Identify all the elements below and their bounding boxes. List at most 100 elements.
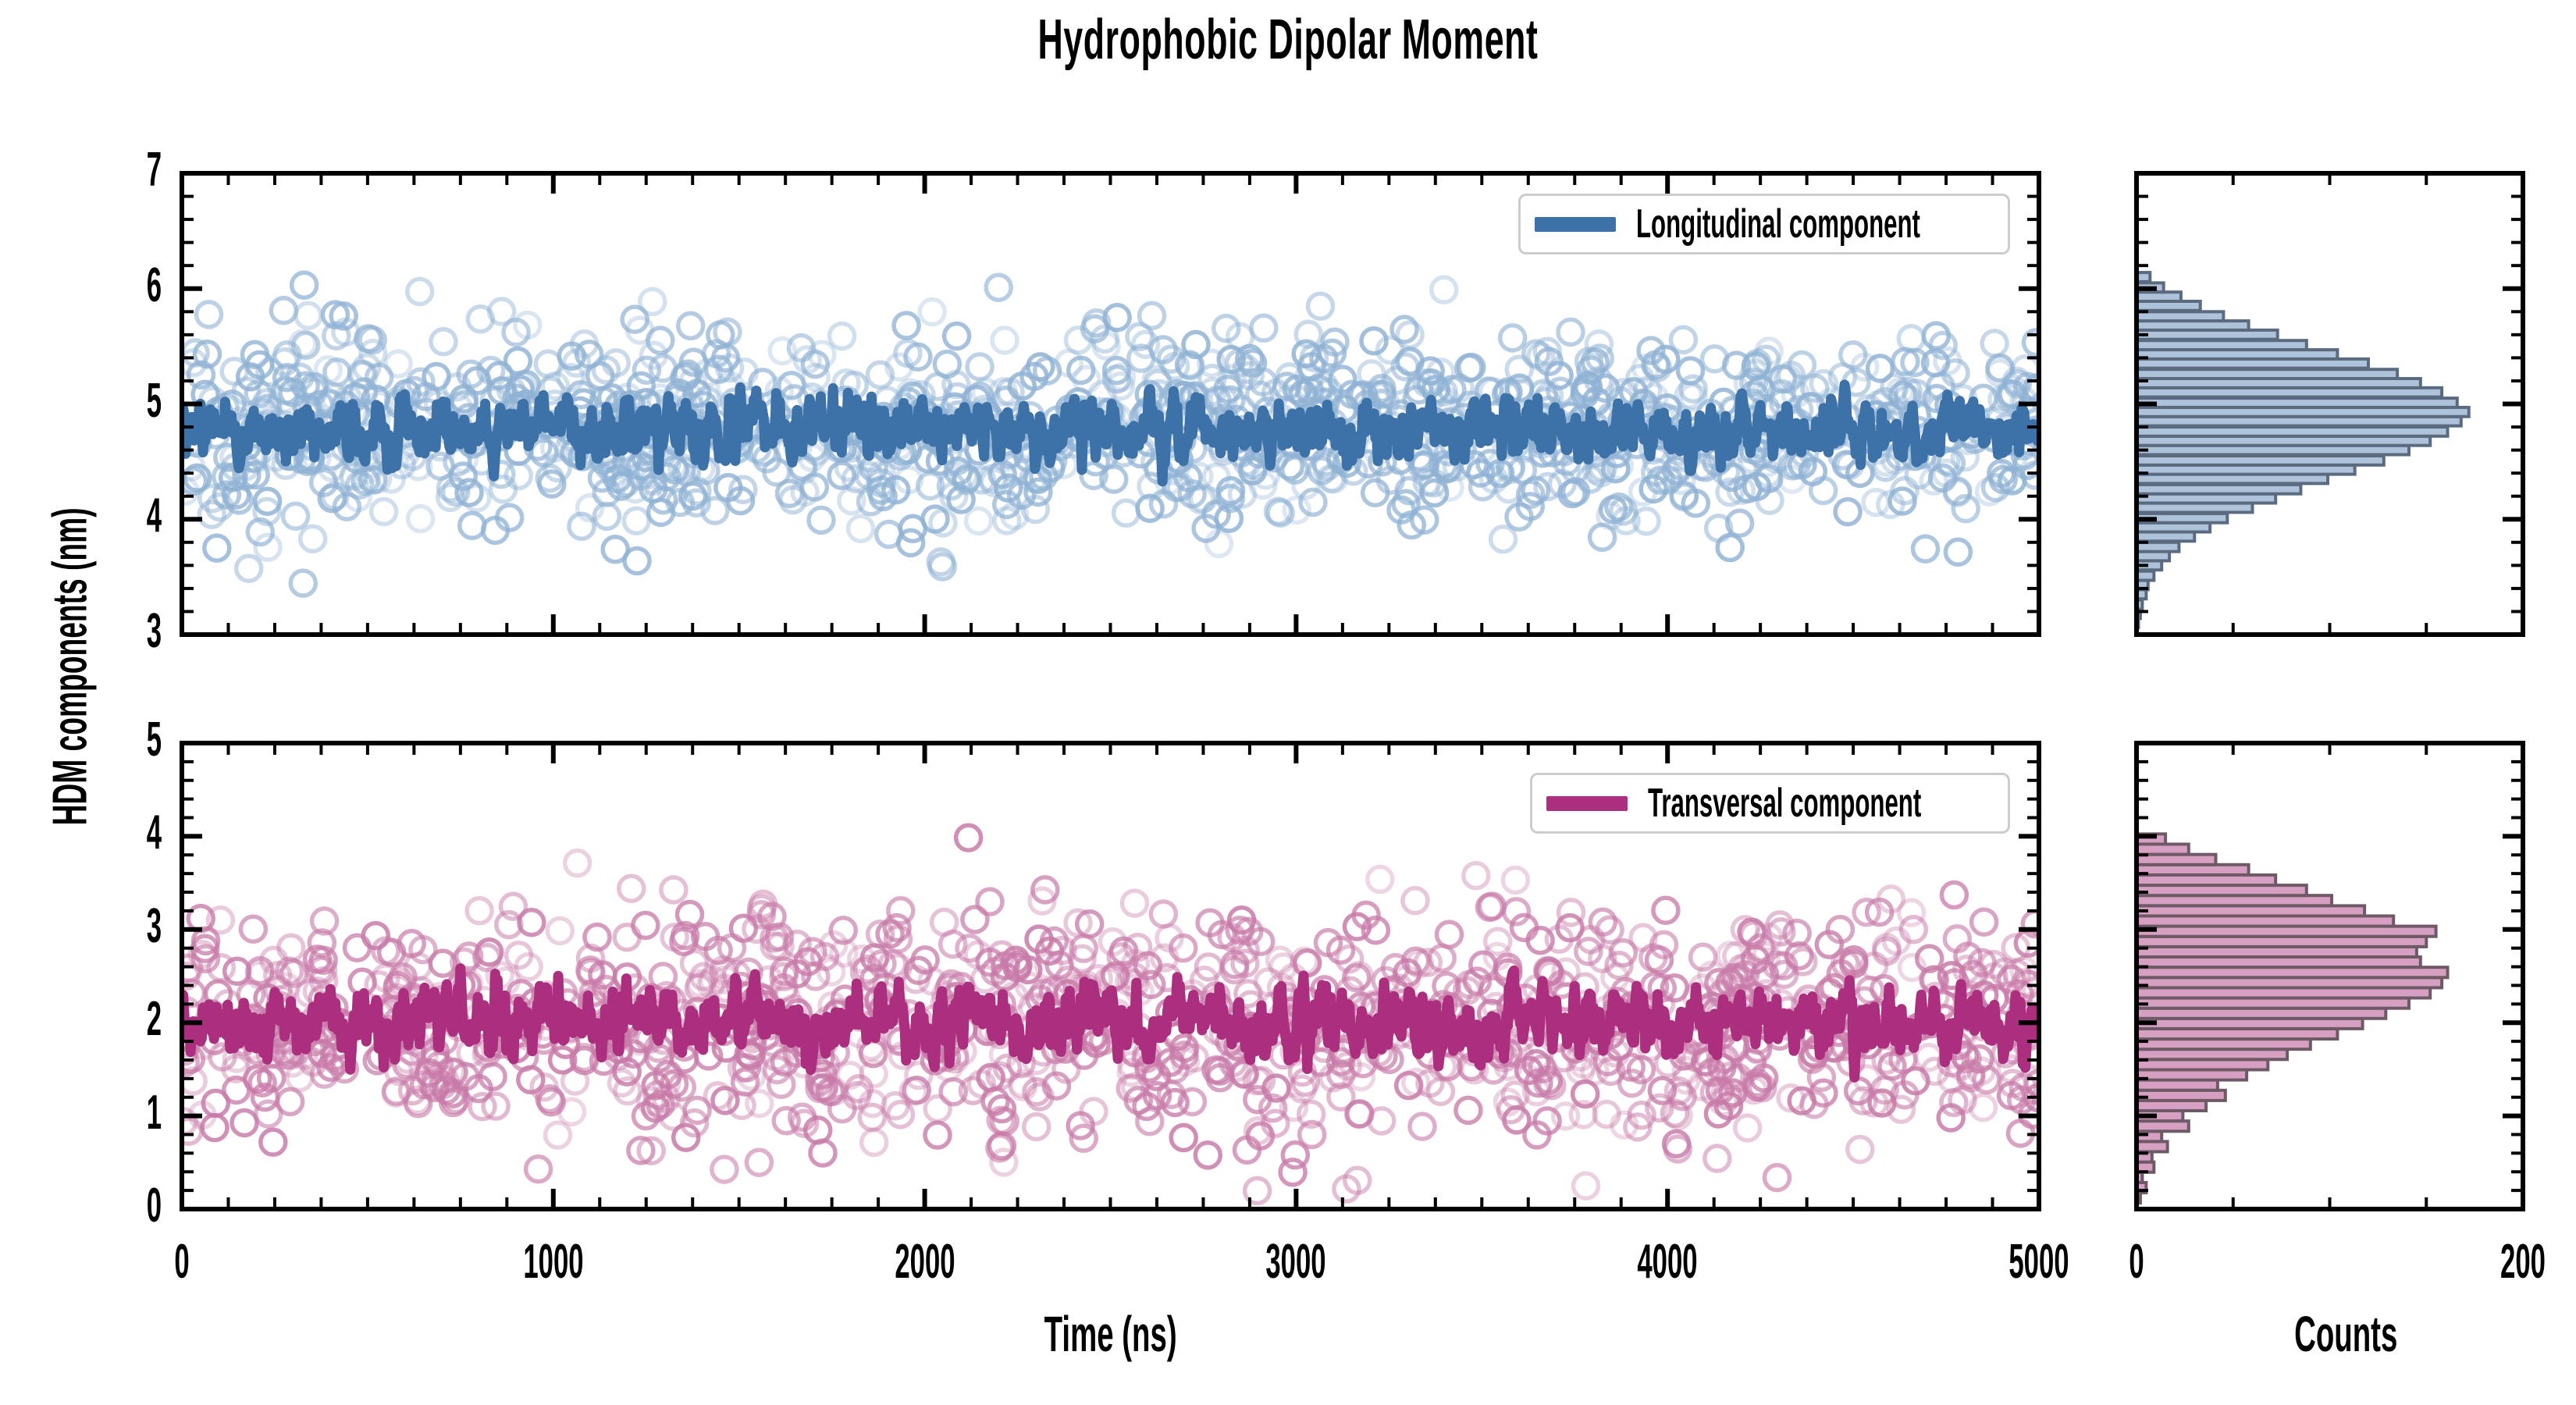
scatter-point	[1087, 379, 1117, 410]
scatter-point	[1715, 1062, 1745, 1091]
scatter-point	[1098, 927, 1128, 957]
scatter-point	[194, 300, 224, 329]
scatter-point	[457, 510, 487, 540]
scatter-point	[1482, 927, 1513, 956]
scatter-point	[1767, 364, 1798, 394]
scatter-point	[646, 1090, 675, 1119]
scatter-point	[881, 475, 911, 505]
scatter-point	[700, 496, 730, 525]
scatter-point	[1429, 377, 1458, 407]
scatter-point	[1189, 966, 1219, 995]
scatter-point	[1120, 948, 1151, 979]
scatter-point	[182, 348, 208, 378]
scatter-point	[885, 1100, 916, 1129]
scatter-point	[744, 1147, 774, 1177]
scatter-point	[1415, 1068, 1445, 1098]
scatter-point	[1550, 1101, 1581, 1131]
scatter-point	[952, 464, 982, 493]
scatter-point	[793, 947, 823, 976]
scatter-point	[1360, 478, 1390, 508]
scatter-point	[1226, 905, 1257, 935]
scatter-point	[622, 546, 652, 576]
scatter-point	[1663, 1101, 1693, 1131]
scatter-point	[1544, 924, 1574, 954]
scatter-point	[182, 466, 208, 496]
scatter-point	[1393, 1070, 1424, 1101]
scatter-point	[859, 1127, 889, 1158]
scatter-point	[1825, 914, 1856, 944]
scatter-point	[1675, 356, 1706, 386]
scatter-point	[1504, 354, 1534, 384]
histogram-bar	[2137, 852, 2218, 866]
scatter-point	[1996, 964, 2026, 994]
scatter-point	[1877, 1051, 1907, 1081]
scatter-point	[1280, 1140, 1311, 1170]
scatter-point	[1029, 461, 1059, 491]
scatter-point	[1265, 945, 1295, 975]
scatter-point	[1500, 1080, 1530, 1110]
scatter-point	[233, 553, 264, 583]
histogram-bar	[2137, 397, 2459, 409]
scatter-point	[182, 476, 200, 506]
scatter-point	[1950, 443, 1980, 472]
scatter-point	[856, 486, 886, 517]
scatter-point	[1232, 1135, 1262, 1165]
scatter-point	[955, 934, 984, 963]
scatter-point	[1413, 948, 1443, 977]
scatter-point	[1727, 953, 1757, 984]
scatter-point	[1278, 1158, 1308, 1187]
scatter-point	[1217, 364, 1247, 393]
scatter-point	[1488, 525, 1518, 554]
histogram-bar	[2137, 339, 2308, 352]
scatter-point	[882, 912, 912, 943]
scatter-point	[269, 296, 299, 325]
scatter-point	[331, 461, 361, 490]
histogram-longitudinal	[2137, 271, 2471, 630]
scatter-point	[1551, 957, 1581, 987]
scatter-point	[600, 535, 630, 564]
scatter-point	[1667, 1082, 1697, 1112]
scatter-point	[1258, 1093, 1288, 1123]
scatter-point	[258, 1127, 288, 1157]
y-tick-label-transversal: 4	[146, 806, 162, 860]
scatter-point	[1608, 937, 1638, 968]
scatter-point	[690, 922, 720, 951]
scatter-point	[1724, 508, 1755, 538]
scatter-point	[368, 496, 399, 527]
scatter-point	[806, 505, 836, 535]
scatter-point	[1341, 962, 1372, 993]
scatter-point	[298, 1048, 329, 1077]
scatter-point	[1400, 886, 1430, 916]
scatter-point	[1896, 898, 1927, 928]
scatter-point	[1186, 485, 1215, 515]
scatter-point	[992, 1053, 1023, 1083]
scatter-point	[498, 891, 528, 922]
scatter-point	[1030, 875, 1060, 905]
scatter-point	[1169, 1122, 1198, 1153]
scatter-point	[291, 330, 321, 361]
scatter-point	[1066, 355, 1096, 386]
scatter-point	[381, 1076, 411, 1106]
scatter-point	[481, 1091, 511, 1121]
scatter-point	[1461, 860, 1491, 891]
scatter-point	[710, 1086, 740, 1115]
scatter-point	[673, 359, 703, 389]
scatter-point	[1661, 1129, 1692, 1159]
scatter-point	[1638, 474, 1668, 504]
scatter-point	[1177, 1087, 1208, 1117]
legend-longitudinal: Longitudinal component	[1518, 194, 2010, 254]
scatter-point	[927, 552, 957, 582]
y-tick-label-transversal: 1	[146, 1085, 162, 1140]
scatter-point	[1891, 347, 1920, 376]
scatter-point	[1212, 313, 1241, 343]
scatter-point	[322, 357, 352, 387]
scatter-point	[857, 1102, 888, 1133]
hist-axes-longitudinal	[2134, 171, 2525, 637]
scatter-point	[1020, 494, 1051, 525]
scatter-point	[1703, 1099, 1734, 1129]
legend-label-transversal: Transversal component	[1648, 781, 1922, 826]
scatter-point	[1197, 348, 1226, 378]
scatter-point	[404, 276, 435, 307]
scatter-point	[938, 929, 968, 959]
scatter-point	[760, 931, 789, 961]
